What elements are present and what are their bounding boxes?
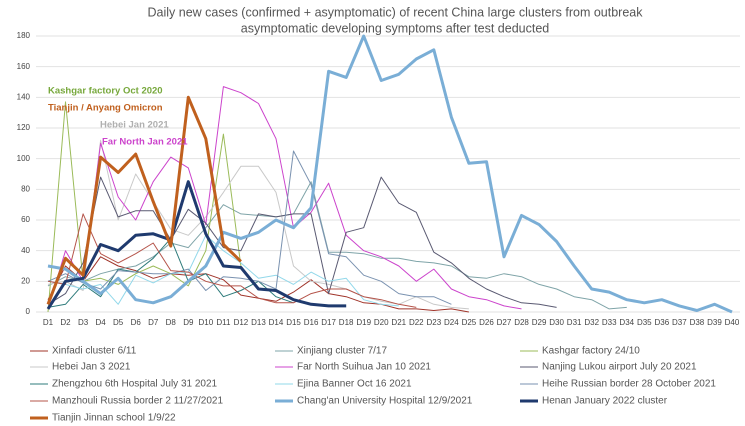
y-tick-label: 60 — [21, 215, 30, 224]
x-tick-label: D16 — [304, 318, 319, 327]
x-tick-label: D6 — [131, 318, 142, 327]
x-tick-label: D23 — [427, 318, 442, 327]
series-line — [47, 213, 417, 308]
x-tick-label: D18 — [339, 318, 354, 327]
y-tick-label: 160 — [17, 62, 31, 71]
x-tick-label: D11 — [216, 318, 231, 327]
x-tick-label: D8 — [166, 318, 177, 327]
x-tick-label: D22 — [409, 318, 424, 327]
series-line — [47, 176, 557, 308]
legend-label: Kashgar factory 24/10 — [542, 346, 640, 357]
x-tick-label: D25 — [462, 318, 477, 327]
chart-title: Daily new cases (confirmed + asymptomati… — [148, 5, 644, 19]
legend-label: Xinfadi cluster 6/11 — [52, 346, 137, 357]
legend-label: Manzhouli Russia border 2 11/27/2021 — [52, 396, 223, 407]
y-tick-label: 0 — [26, 307, 31, 316]
y-tick-label: 120 — [17, 123, 31, 132]
legend-label: Zhengzhou 6th Hospital July 31 2021 — [52, 379, 218, 390]
y-tick-label: 80 — [21, 184, 30, 193]
y-tick-label: 20 — [21, 276, 30, 285]
x-tick-label: D7 — [148, 318, 159, 327]
x-tick-label: D26 — [479, 318, 494, 327]
x-tick-label: D2 — [60, 318, 71, 327]
x-tick-label: D20 — [374, 318, 389, 327]
x-tick-label: D1 — [43, 318, 54, 327]
y-tick-label: 40 — [21, 246, 30, 255]
x-tick-label: D27 — [497, 318, 512, 327]
x-tick-label: D32 — [584, 318, 599, 327]
annotation: Kashgar factory Oct 2020 — [48, 86, 163, 97]
legend-label: Chang'an University Hospital 12/9/2021 — [297, 396, 473, 407]
series-line — [47, 86, 522, 310]
x-tick-label: D34 — [619, 318, 634, 327]
legend-label: Tianjin Jinnan school 1/9/22 — [52, 413, 176, 424]
series-line — [47, 34, 733, 314]
legend-label: Hebei Jan 3 2021 — [52, 362, 131, 373]
x-tick-label: D39 — [707, 318, 722, 327]
x-tick-label: D13 — [251, 318, 266, 327]
annotation: Far North Jan 2021 — [102, 137, 188, 148]
y-tick-label: 140 — [17, 92, 31, 101]
x-tick-label: D10 — [199, 318, 214, 327]
chart-title: asymptomatic developing symptoms after t… — [241, 21, 550, 35]
x-tick-label: D4 — [95, 318, 106, 327]
legend-label: Henan January 2022 cluster — [542, 396, 668, 407]
x-tick-label: D5 — [113, 318, 124, 327]
series-line — [47, 181, 627, 310]
y-tick-label: 100 — [17, 154, 31, 163]
x-tick-label: D17 — [321, 318, 336, 327]
x-tick-label: D14 — [269, 318, 284, 327]
annotation: Hebei Jan 2021 — [100, 120, 169, 131]
x-tick-label: D12 — [234, 318, 249, 327]
legend-label: Heihe Russian border 28 October 2021 — [542, 379, 716, 390]
x-tick-label: D31 — [567, 318, 582, 327]
x-tick-label: D19 — [356, 318, 371, 327]
legend-label: Far North Suihua Jan 10 2021 — [297, 362, 431, 373]
x-tick-label: D30 — [549, 318, 564, 327]
x-tick-label: D29 — [532, 318, 547, 327]
series-line — [46, 180, 347, 310]
x-tick-label: D37 — [672, 318, 687, 327]
series-line — [46, 95, 242, 305]
x-tick-label: D24 — [444, 318, 459, 327]
x-tick-label: D3 — [78, 318, 89, 327]
x-tick-label: D40 — [725, 318, 740, 327]
x-tick-label: D33 — [602, 318, 617, 327]
series-line — [47, 234, 399, 307]
x-tick-label: D21 — [391, 318, 406, 327]
series-line — [47, 101, 242, 313]
x-tick-label: D15 — [286, 318, 301, 327]
x-tick-label: D35 — [637, 318, 652, 327]
y-tick-label: 180 — [17, 31, 31, 40]
x-tick-label: D38 — [690, 318, 705, 327]
x-tick-label: D36 — [655, 318, 670, 327]
legend-label: Ejina Banner Oct 16 2021 — [297, 379, 412, 390]
x-tick-label: D9 — [183, 318, 194, 327]
x-tick-label: D28 — [514, 318, 529, 327]
annotation: Tianjin / Anyang Omicron — [48, 103, 163, 114]
legend-label: Xinjiang cluster 7/17 — [297, 346, 387, 357]
legend-label: Nanjing Lukou airport July 20 2021 — [542, 362, 697, 373]
